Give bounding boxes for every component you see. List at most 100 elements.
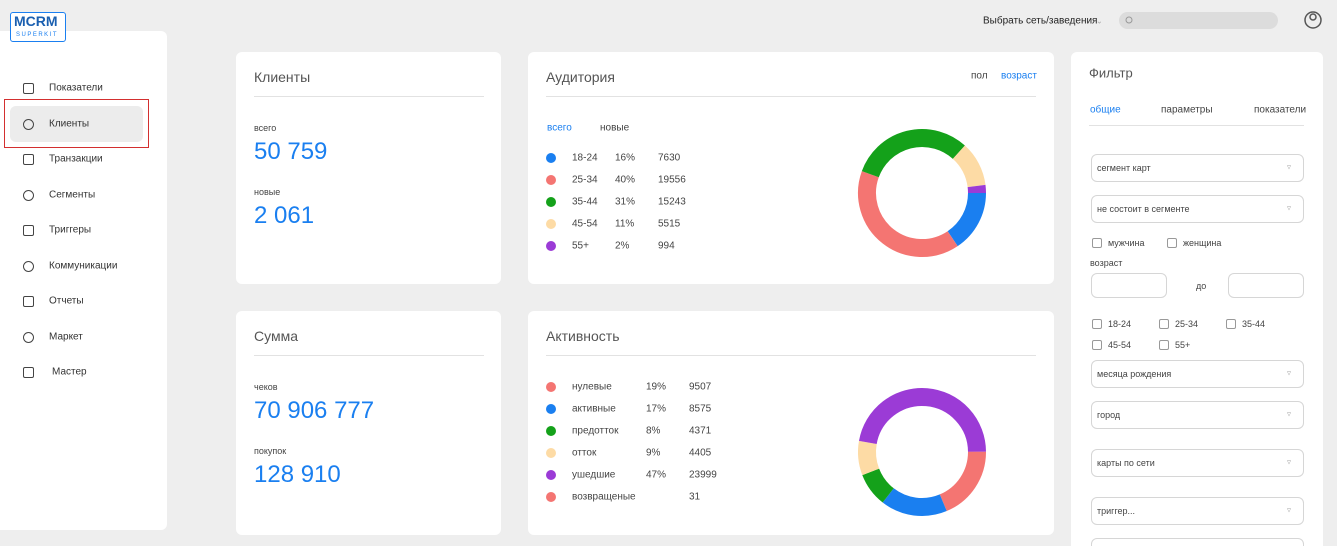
input[interactable]: [1228, 273, 1304, 298]
nav-item[interactable]: Транзакции: [49, 153, 103, 165]
legend-dot: [546, 492, 556, 502]
card-divider: [546, 96, 1036, 97]
nav-item[interactable]: Сегменты: [49, 189, 96, 200]
checkbox[interactable]: [1092, 238, 1102, 248]
select-caret: ▿: [1287, 409, 1292, 419]
select[interactable]: [1091, 360, 1304, 388]
stat-value: 70 906 777: [254, 397, 375, 424]
select-text: сегмент карт: [1097, 163, 1151, 173]
checkbox-label: 18-24: [1108, 319, 1132, 329]
donut-segment: [882, 488, 947, 516]
select-caret: ▿: [1287, 457, 1292, 467]
stat-label: новые: [254, 187, 281, 197]
nav-item[interactable]: Маркет: [49, 331, 83, 342]
select-text: город: [1097, 410, 1121, 420]
card-title: Сумма: [254, 328, 298, 344]
nav-item[interactable]: Триггеры: [49, 224, 92, 236]
select[interactable]: [1091, 401, 1304, 429]
stat-value: 128 910: [254, 461, 341, 488]
nav-item[interactable]: Коммуникации: [49, 260, 118, 271]
checkbox[interactable]: [1159, 340, 1169, 350]
legend-percent: 40%: [615, 174, 636, 186]
legend-label: возвращеные: [572, 491, 636, 503]
legend-label: 45-54: [572, 218, 598, 230]
legend-dot: [546, 448, 556, 458]
checkbox-label: 25-34: [1175, 319, 1199, 329]
select-text: карты по сети: [1097, 458, 1155, 468]
select[interactable]: [1091, 497, 1304, 525]
legend-percent: 17%: [646, 403, 667, 415]
nav-item[interactable]: Клиенты: [49, 118, 90, 129]
nav-icon: [23, 331, 34, 343]
logo-box[interactable]: [10, 12, 66, 42]
search-icon: [1125, 16, 1133, 24]
subtab[interactable]: новые: [600, 122, 630, 134]
card-title: Аудитория: [546, 69, 615, 85]
nav-icon: [23, 296, 34, 307]
checkbox[interactable]: [1226, 319, 1236, 329]
legend-label: предотток: [572, 425, 619, 437]
legend-dot: [546, 241, 556, 251]
dropdown-caret: ⌄: [1096, 16, 1103, 26]
select-caret: ▿: [1287, 505, 1292, 515]
legend-count: 994: [658, 240, 675, 252]
legend-percent: 8%: [646, 425, 661, 437]
legend-count: 15243: [658, 196, 686, 208]
card-divider: [1089, 125, 1304, 126]
stat-value: 2 061: [254, 202, 315, 229]
legend-count: 4371: [689, 425, 712, 437]
card-divider: [546, 355, 1036, 356]
nav-item[interactable]: Показатели: [49, 82, 103, 94]
legend-dot: [546, 470, 556, 480]
legend-count: 9507: [689, 381, 712, 393]
input[interactable]: [1091, 273, 1167, 298]
legend-dot: [546, 153, 556, 163]
nav-icon: [23, 260, 34, 272]
select[interactable]: [1091, 538, 1304, 546]
legend-percent: 31%: [615, 196, 636, 208]
checkbox-label: 45-54: [1108, 340, 1132, 350]
legend-label: отток: [572, 447, 597, 459]
checkbox[interactable]: [1159, 319, 1169, 329]
checkbox-label: женщина: [1183, 238, 1222, 248]
nav-item[interactable]: Отчеты: [49, 295, 84, 307]
subtab[interactable]: всего: [547, 122, 572, 134]
legend-percent: 47%: [646, 469, 667, 481]
filter-tab[interactable]: показатели: [1254, 104, 1307, 116]
legend-percent: 19%: [646, 381, 667, 393]
legend-dot: [546, 404, 556, 414]
nav-icon: [23, 154, 34, 165]
checkbox[interactable]: [1167, 238, 1177, 248]
legend-label: активные: [572, 403, 616, 415]
network-select[interactable]: Выбрать сеть/заведения: [983, 15, 1098, 27]
legend-count: 8575: [689, 403, 712, 415]
select[interactable]: [1091, 195, 1304, 223]
legend-dot: [546, 426, 556, 436]
legend-dot: [546, 219, 556, 229]
legend-percent: 16%: [615, 152, 636, 164]
checkbox[interactable]: [1092, 319, 1102, 329]
user-icon[interactable]: [1304, 11, 1322, 29]
tab[interactable]: пол: [971, 70, 988, 82]
filter-tab[interactable]: общие: [1090, 104, 1121, 116]
card-divider: [254, 355, 484, 356]
donut-segment: [858, 171, 958, 257]
filter-tab[interactable]: параметры: [1161, 104, 1213, 116]
card-title: Фильтр: [1089, 65, 1133, 81]
legend-percent: 9%: [646, 447, 661, 459]
checkbox[interactable]: [1092, 340, 1102, 350]
select[interactable]: [1091, 154, 1304, 182]
nav-item[interactable]: Мастер: [52, 366, 87, 378]
legend-label: нулевые: [572, 381, 612, 393]
search-box[interactable]: [1119, 12, 1278, 29]
select-caret: ▿: [1287, 203, 1292, 213]
legend-count: 7630: [658, 152, 681, 164]
legend-dot: [546, 175, 556, 185]
sum-card: [236, 311, 501, 535]
select-text: месяца рождения: [1097, 369, 1172, 379]
donut-segment: [952, 145, 986, 188]
tab[interactable]: возраст: [1001, 70, 1037, 82]
legend-count: 5515: [658, 218, 681, 230]
select[interactable]: [1091, 449, 1304, 477]
